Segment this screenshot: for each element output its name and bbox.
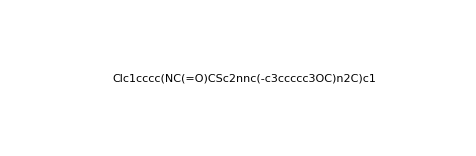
- Text: Clc1cccc(NC(=O)CSc2nnc(-c3ccccc3OC)n2C)c1: Clc1cccc(NC(=O)CSc2nnc(-c3ccccc3OC)n2C)c…: [112, 74, 376, 84]
